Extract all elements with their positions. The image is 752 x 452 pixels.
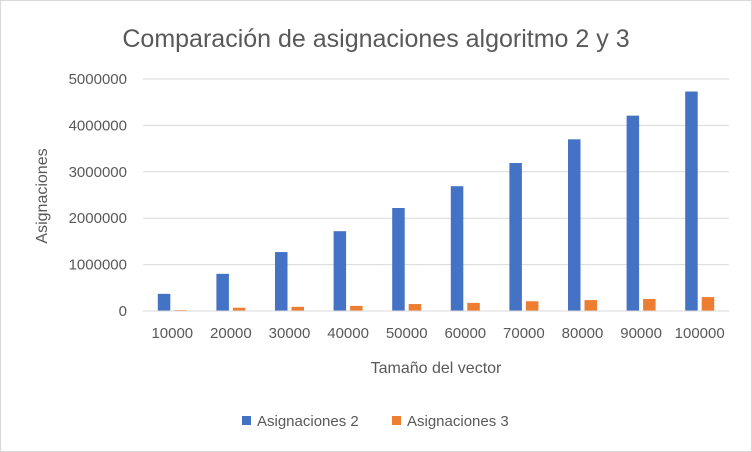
bar-series-2-50000 [408,304,422,311]
bar-series-2-80000 [584,300,597,311]
y-axis-ticks: 0 1000000 2000000 3000000 4000000 5000000 [69,71,127,320]
x-tick-label: 60000 [444,325,486,342]
bar-series-1-50000 [392,207,405,311]
bar-series-2-40000 [350,305,363,311]
bar-series-2-30000 [291,306,304,311]
bar-series-2-90000 [643,298,656,311]
bar-series-1-80000 [568,139,581,311]
x-tick-label: 10000 [151,325,193,342]
x-tick-label: 90000 [620,325,662,342]
bar-series-1-100000 [685,91,698,311]
bar-series-2-100000 [701,297,715,311]
bar-series-2-70000 [525,301,539,311]
y-tick-label: 5000000 [69,71,127,88]
y-tick-label: 2000000 [69,210,127,227]
y-tick-label: 0 [119,303,127,320]
bar-series-1-40000 [333,231,347,311]
legend-swatch-1 [242,416,251,425]
y-axis-title: Asignaciones [34,148,51,243]
y-tick-label: 4000000 [69,117,127,134]
y-tick-label: 3000000 [69,164,127,181]
y-tick-label: 1000000 [69,257,127,274]
x-tick-label: 20000 [210,325,252,342]
legend-label-2: Asignaciones 3 [407,413,509,430]
x-tick-label: 80000 [562,325,604,342]
bar-series-1-10000 [157,293,171,311]
bar-series-1-30000 [275,252,288,311]
x-tick-label: 40000 [327,325,369,342]
x-axis-title: Tamaño del vector [371,360,502,377]
legend-swatch-2 [392,416,401,425]
legend: Asignaciones 2 Asignaciones 3 [242,413,509,430]
legend-label-1: Asignaciones 2 [257,413,359,430]
x-axis-ticks: 10000 20000 30000 40000 50000 60000 70000 80000… [151,325,724,342]
gridlines [143,78,729,266]
bar-series-1-70000 [509,162,522,311]
bar-series-1-90000 [626,115,640,311]
x-tick-label: 70000 [503,325,545,342]
bar-series-2-20000 [232,307,246,311]
bar-series-2-60000 [467,302,480,311]
bar-series-1-60000 [450,186,464,311]
bars [157,91,715,311]
chart-title: Comparación de asignaciones algoritmo 2 … [122,25,629,53]
bar-series-1-20000 [216,273,229,311]
x-tick-label: 50000 [386,325,428,342]
x-tick-label: 100000 [675,325,725,342]
x-tick-label: 30000 [269,325,311,342]
